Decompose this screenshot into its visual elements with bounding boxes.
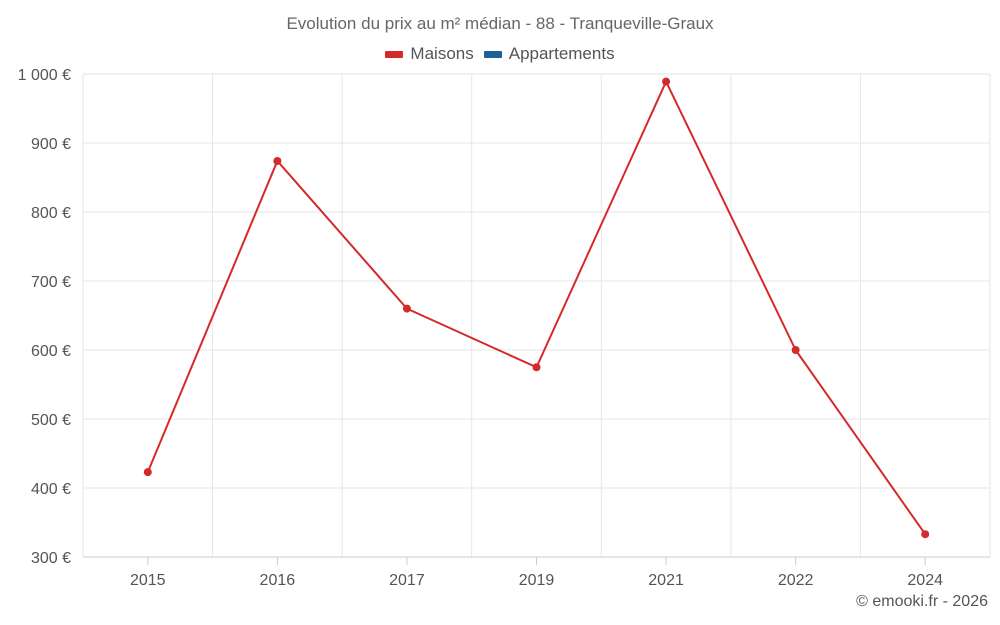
chart-legend: Maisons Appartements xyxy=(0,44,1000,64)
x-tick-label: 2017 xyxy=(389,572,425,589)
data-point xyxy=(662,77,671,86)
y-tick-label: 800 € xyxy=(31,205,71,222)
chart-title: Evolution du prix au m² médian - 88 - Tr… xyxy=(286,14,714,33)
legend-label-appartements: Appartements xyxy=(508,44,615,63)
data-point xyxy=(273,156,282,165)
legend-item-maisons[interactable]: Maisons xyxy=(385,44,474,64)
x-tick-label: 2024 xyxy=(907,572,943,589)
legend-label-maisons: Maisons xyxy=(410,44,474,63)
x-tick-label: 2016 xyxy=(260,572,296,589)
data-point xyxy=(143,468,152,477)
data-point xyxy=(791,346,800,354)
y-tick-label: 500 € xyxy=(31,412,71,429)
legend-swatch-appartements xyxy=(483,50,502,58)
y-tick-label: 300 € xyxy=(31,550,71,567)
x-tick-label: 2021 xyxy=(648,572,684,589)
y-tick-label: 700 € xyxy=(31,274,71,291)
x-tick-label: 2019 xyxy=(519,572,555,589)
series-line-maisons xyxy=(146,80,927,535)
y-tick-label: 1 000 € xyxy=(18,67,71,84)
legend-item-appartements[interactable]: Appartements xyxy=(483,44,615,64)
data-point xyxy=(402,304,411,313)
legend-swatch-maisons xyxy=(385,50,404,58)
data-point xyxy=(921,530,930,539)
x-tick-label: 2015 xyxy=(130,572,166,589)
data-point xyxy=(532,363,541,372)
credit-text: © emooki.fr - 2026 xyxy=(856,593,988,610)
x-tick-label: 2022 xyxy=(778,572,814,589)
y-tick-label: 900 € xyxy=(31,136,71,153)
y-tick-label: 600 € xyxy=(31,343,71,360)
y-tick-label: 400 € xyxy=(31,481,71,498)
